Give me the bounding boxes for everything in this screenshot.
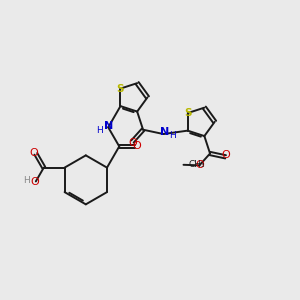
Text: O: O xyxy=(29,148,38,158)
Text: H: H xyxy=(97,126,103,135)
Text: N: N xyxy=(160,127,170,136)
Text: O: O xyxy=(30,177,39,187)
Text: O: O xyxy=(132,141,141,152)
Text: O: O xyxy=(128,138,137,148)
Text: CH₃: CH₃ xyxy=(189,160,206,169)
Text: H: H xyxy=(23,176,30,185)
Text: S: S xyxy=(117,84,124,94)
Text: O: O xyxy=(195,160,204,170)
Text: S: S xyxy=(184,108,191,118)
Text: N: N xyxy=(103,121,113,131)
Text: O: O xyxy=(221,150,230,160)
Text: H: H xyxy=(169,131,176,140)
